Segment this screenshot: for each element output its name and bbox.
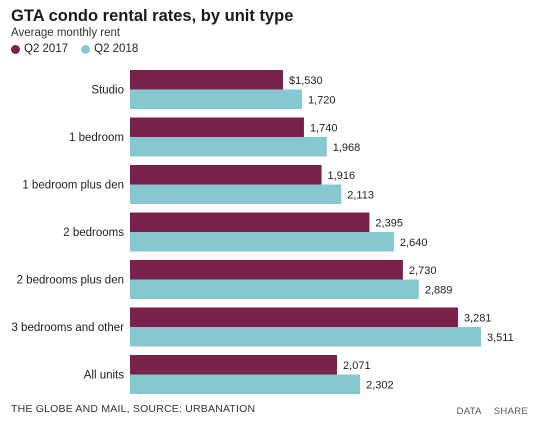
bar-q2-2018-1-bedroom	[130, 137, 327, 157]
category-label-2-bedrooms-plus-den: 2 bedrooms plus den	[17, 275, 124, 287]
data-label-q2-2018-1-bedroom-plus-den: 2,113	[347, 189, 374, 201]
data-label-q2-2018-all-units: 2,302	[366, 379, 394, 391]
bar-q2-2017-studio	[130, 70, 283, 90]
data-label-q2-2018-studio: 1,720	[308, 94, 336, 106]
legend-swatch-q2-2018	[81, 44, 91, 54]
data-label-q2-2017-2-bedrooms-plus-den: 2,730	[409, 265, 437, 277]
bar-q2-2018-all-units	[130, 374, 361, 394]
bar-q2-2018-studio	[130, 89, 302, 109]
category-label-3-bedrooms-and-other: 3 bedrooms and other	[11, 322, 124, 334]
legend-swatch-q2-2017	[11, 44, 20, 54]
category-label-studio: Studio	[91, 85, 124, 97]
data-label-q2-2017-studio: $1,530	[289, 75, 323, 87]
data-label-q2-2018-1-bedroom: 1,968	[333, 142, 361, 154]
legend-item-q2-2017: Q2 2017	[11, 43, 68, 55]
legend-item-q2-2018: Q2 2018	[81, 43, 138, 55]
data-label-q2-2018-3-bedrooms-and-other: 3,511	[487, 332, 514, 344]
data-link[interactable]: DATA	[456, 406, 482, 417]
bar-q2-2017-all-units	[130, 355, 338, 375]
data-label-q2-2018-2-bedrooms-plus-den: 2,889	[425, 284, 453, 296]
chart-legend: Q2 2017 Q2 2018	[11, 43, 151, 55]
bar-q2-2018-2-bedrooms-plus-den	[130, 279, 419, 299]
bar-q2-2017-2-bedrooms	[130, 212, 370, 232]
chart-title: GTA condo rental rates, by unit type	[11, 7, 294, 25]
category-label-1-bedroom-plus-den: 1 bedroom plus den	[22, 180, 124, 192]
data-label-q2-2017-1-bedroom: 1,740	[310, 122, 338, 134]
share-link[interactable]: SHARE	[493, 406, 528, 417]
footer-actions: DATA SHARE	[445, 406, 528, 417]
category-label-all-units: All units	[84, 370, 125, 382]
data-label-q2-2017-2-bedrooms: 2,395	[375, 217, 403, 229]
data-label-q2-2017-all-units: 2,071	[343, 360, 371, 372]
bar-q2-2017-3-bedrooms-and-other	[130, 307, 459, 327]
bar-q2-2018-3-bedrooms-and-other	[130, 327, 481, 347]
legend-label-q2-2018: Q2 2018	[94, 43, 139, 55]
bar-q2-2017-2-bedrooms-plus-den	[130, 260, 403, 280]
data-label-q2-2017-3-bedrooms-and-other: 3,281	[464, 312, 492, 324]
data-label-q2-2017-1-bedroom-plus-den: 1,916	[328, 170, 356, 182]
bar-q2-2017-1-bedroom	[130, 117, 304, 137]
chart-subtitle: Average monthly rent	[11, 27, 121, 39]
bar-q2-2018-2-bedrooms	[130, 232, 394, 252]
legend-label-q2-2017: Q2 2017	[24, 43, 69, 55]
source-note: THE GLOBE AND MAIL, SOURCE: URBANATION	[11, 403, 256, 415]
category-label-1-bedroom: 1 bedroom	[69, 132, 124, 144]
data-label-q2-2018-2-bedrooms: 2,640	[400, 237, 428, 249]
category-label-2-bedrooms: 2 bedrooms	[63, 227, 124, 239]
bar-q2-2017-1-bedroom-plus-den	[130, 165, 322, 185]
bar-q2-2018-1-bedroom-plus-den	[130, 184, 342, 204]
